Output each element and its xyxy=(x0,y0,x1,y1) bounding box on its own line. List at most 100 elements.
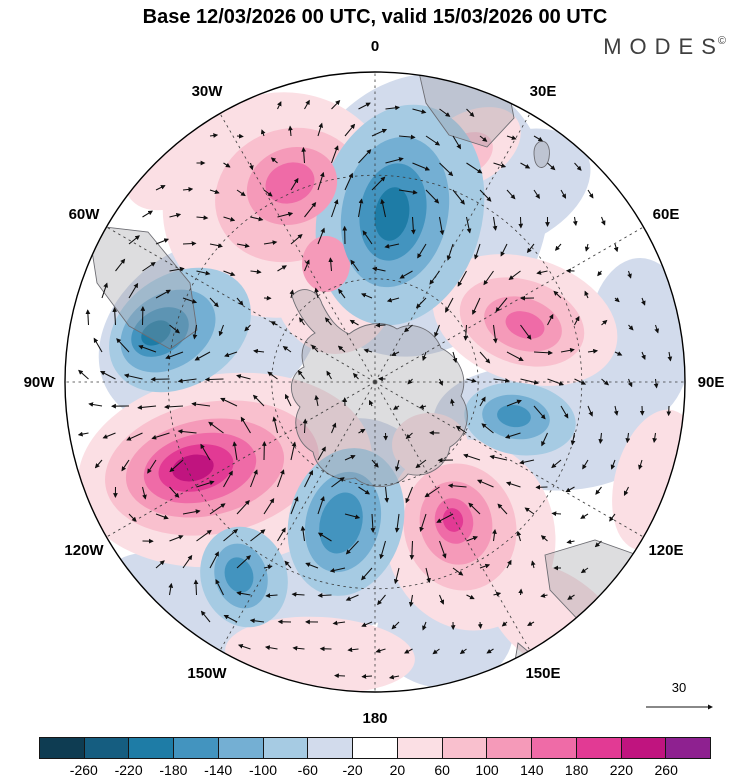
wind-arrow xyxy=(331,100,341,110)
anomaly-cell xyxy=(302,236,350,292)
wind-arrow xyxy=(338,288,346,299)
wind-arrow xyxy=(155,238,169,245)
wind-arrow xyxy=(291,592,305,597)
wind-arrow xyxy=(614,351,623,356)
wind-arrow xyxy=(358,149,372,164)
wind-arrow xyxy=(541,432,548,447)
wind-arrow xyxy=(177,429,197,434)
wind-arrow xyxy=(466,536,479,542)
wind-arrow xyxy=(432,648,440,655)
wind-arrow xyxy=(93,337,103,353)
wind-arrow xyxy=(418,404,427,410)
wind-arrow xyxy=(594,540,602,548)
wind-arrow xyxy=(654,324,660,334)
wind-arrow xyxy=(164,404,184,410)
wind-arrow xyxy=(412,162,430,171)
wind-arrow xyxy=(358,102,371,110)
wind-arrow xyxy=(468,502,481,515)
wind-arrow xyxy=(292,645,305,651)
map-boundary xyxy=(64,71,686,693)
wind-arrow xyxy=(385,105,400,111)
wind-arrow xyxy=(479,396,486,407)
wind-arrow xyxy=(250,269,262,275)
colorbar-tick-label: -220 xyxy=(114,762,143,778)
colorbar-cell-7 xyxy=(353,738,398,758)
wind-arrow xyxy=(412,108,427,114)
wind-arrow xyxy=(328,257,334,272)
land-madagascar xyxy=(533,140,550,168)
colorbar-tick-label: 260 xyxy=(654,762,678,778)
wind-arrow xyxy=(236,590,251,596)
longitude-label-30E: 30E xyxy=(530,83,557,100)
wind-arrow xyxy=(192,324,198,340)
colorbar-cell-14 xyxy=(666,738,711,758)
wind-arrow xyxy=(614,297,620,303)
wind-arrow xyxy=(547,162,556,171)
wind-arrow xyxy=(300,525,306,542)
wind-arrow xyxy=(623,486,629,496)
wind-arrow xyxy=(587,348,599,354)
wind-arrow xyxy=(317,446,326,461)
wind-arrow xyxy=(77,431,89,437)
wind-arrow xyxy=(223,162,231,168)
wind-arrow xyxy=(520,378,539,385)
colorbar-cell-12 xyxy=(576,738,622,758)
wind-arrow xyxy=(218,324,224,337)
wind-arrow xyxy=(263,564,273,570)
wind-arrow xyxy=(358,428,366,434)
longitude-label-150W: 150W xyxy=(187,665,227,682)
wind-arrow xyxy=(289,289,295,299)
reference-vector: 30 xyxy=(646,680,714,710)
wind-arrow xyxy=(506,351,524,361)
land-south-america xyxy=(87,224,198,350)
longitude-label-90E: 90E xyxy=(698,374,725,391)
wind-arrow xyxy=(566,539,575,545)
wind-arrow xyxy=(324,317,332,326)
wind-arrow xyxy=(224,351,238,358)
wind-arrow xyxy=(504,432,521,439)
wind-arrow xyxy=(447,483,467,489)
wind-arrow xyxy=(155,513,169,520)
wind-arrow xyxy=(506,399,522,407)
colorbar-tick-label: -140 xyxy=(204,762,233,778)
wind-arrow xyxy=(627,378,633,388)
wind-arrow xyxy=(102,432,116,439)
colorbar-tick-label: -100 xyxy=(248,762,278,778)
wind-arrow xyxy=(223,216,236,222)
wind-arrow xyxy=(344,513,361,520)
wind-arrow xyxy=(570,432,576,446)
anomaly-cell xyxy=(497,404,531,428)
wind-arrow xyxy=(479,189,492,202)
wind-arrow xyxy=(452,189,465,205)
wind-arrow xyxy=(142,210,154,218)
wind-arrow xyxy=(220,397,238,407)
wind-arrow xyxy=(277,211,294,218)
wind-arrow xyxy=(277,469,285,488)
wind-arrow xyxy=(567,594,575,600)
wind-arrow xyxy=(277,265,287,272)
wind-arrow xyxy=(305,562,319,569)
wind-arrow xyxy=(193,579,199,596)
wind-arrow xyxy=(169,324,180,334)
longitude-label-180: 180 xyxy=(362,710,387,727)
map-content xyxy=(65,72,685,692)
wind-arrow xyxy=(361,567,373,581)
wind-arrow xyxy=(169,266,185,272)
wind-arrow xyxy=(116,338,130,353)
wind-arrow xyxy=(379,540,387,560)
wind-arrow xyxy=(182,187,194,192)
wind-arrow xyxy=(272,416,279,434)
wind-arrow xyxy=(317,122,323,137)
wind-arrow xyxy=(492,216,498,231)
wind-arrow xyxy=(137,405,157,410)
wind-arrow xyxy=(565,486,575,493)
wind-arrow xyxy=(429,270,440,285)
wind-arrow xyxy=(609,513,616,522)
wind-arrow xyxy=(452,567,464,576)
wind-arrow xyxy=(506,559,512,569)
wind-arrow xyxy=(375,648,386,653)
wind-arrow xyxy=(370,513,376,533)
wind-arrow xyxy=(304,470,313,488)
wind-arrow xyxy=(404,648,413,654)
